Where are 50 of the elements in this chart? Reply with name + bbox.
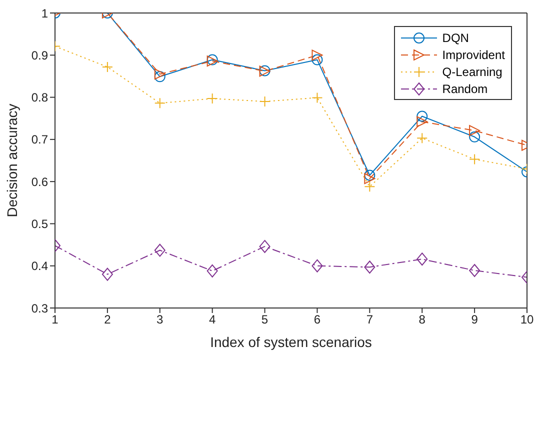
point (416, 132, 428, 144)
y-tick-label: 0.5 (31, 216, 48, 231)
point (364, 181, 376, 192)
point (206, 264, 218, 278)
point (364, 173, 376, 184)
point (312, 54, 323, 66)
point (469, 264, 480, 277)
x-axis-title: Index of system scenarios (210, 334, 372, 350)
x-tick-label: 1 (52, 312, 59, 327)
point (154, 71, 166, 82)
x-tick-label: 2 (104, 312, 112, 327)
point (364, 260, 376, 274)
point (416, 252, 428, 266)
y-tick-label: 1 (41, 6, 48, 20)
point (312, 259, 323, 272)
y-tick-label: 0.8 (31, 90, 48, 105)
x-tick-label: 4 (208, 312, 216, 327)
point (469, 154, 480, 165)
point (416, 116, 428, 128)
point (416, 110, 428, 122)
x-tick-label: 8 (418, 312, 426, 327)
point (312, 92, 323, 104)
point (469, 125, 480, 136)
y-tick-label: 0.6 (31, 174, 48, 189)
point (102, 61, 113, 72)
y-tick-label: 0.7 (31, 132, 48, 147)
point (102, 268, 113, 281)
legend-label: Q-Learning (442, 64, 502, 78)
point (154, 244, 166, 257)
point (154, 68, 166, 80)
x-tick-label: 10 (520, 312, 534, 327)
y-tick-label: 0.3 (31, 301, 48, 316)
point (259, 96, 270, 107)
point (364, 170, 376, 181)
x-tick-label: 9 (471, 312, 478, 327)
point (469, 131, 480, 142)
y-tick-label: 0.4 (31, 259, 48, 274)
x-tick-label: 6 (314, 312, 321, 327)
point (312, 50, 323, 61)
legend-label: DQN (442, 30, 469, 44)
point (206, 93, 218, 104)
x-tick-label: 7 (366, 312, 374, 327)
y-tick-label: 0.9 (31, 48, 48, 62)
point (154, 98, 166, 109)
x-tick-label: 5 (261, 312, 268, 327)
legend-label: Random (442, 82, 488, 96)
point (259, 240, 270, 253)
y-axis-title: Decision accuracy (4, 104, 20, 218)
legend-label: Improvident (442, 48, 505, 62)
x-tick-label: 3 (156, 312, 164, 327)
